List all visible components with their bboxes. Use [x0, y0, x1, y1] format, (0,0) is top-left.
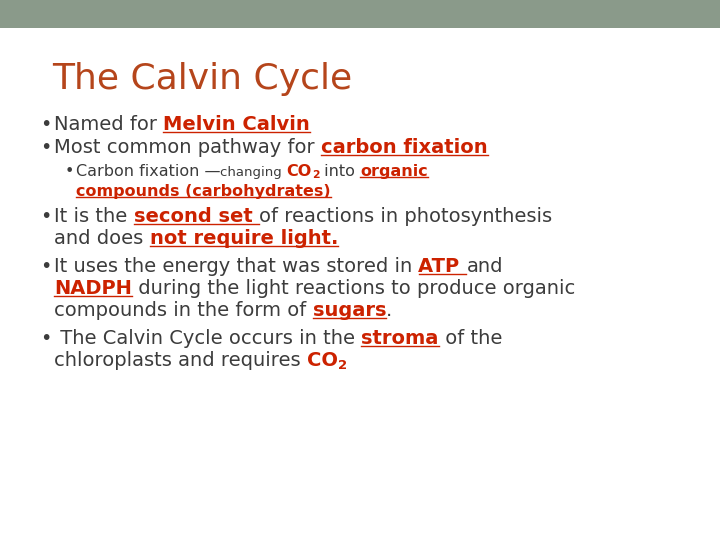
Text: compounds (carbohydrates): compounds (carbohydrates) — [76, 184, 330, 199]
Text: into: into — [320, 164, 361, 179]
Text: •: • — [40, 115, 51, 134]
Text: •: • — [40, 138, 51, 157]
Text: The Calvin Cycle: The Calvin Cycle — [52, 62, 352, 96]
Text: 2: 2 — [312, 170, 320, 180]
Text: .: . — [386, 301, 392, 320]
Text: during the light reactions to produce organic: during the light reactions to produce or… — [132, 279, 575, 298]
Text: not require light.: not require light. — [150, 229, 338, 248]
Text: chloroplasts and requires: chloroplasts and requires — [54, 351, 307, 370]
Text: changing: changing — [220, 166, 287, 179]
Text: organic: organic — [361, 164, 428, 179]
Text: Most common pathway for: Most common pathway for — [54, 138, 321, 157]
Text: •: • — [40, 207, 51, 226]
Text: and: and — [467, 257, 503, 276]
Text: carbon fixation: carbon fixation — [321, 138, 487, 157]
Text: sugars: sugars — [312, 301, 386, 320]
Text: CO: CO — [287, 164, 312, 179]
Text: second set: second set — [133, 207, 259, 226]
Text: •: • — [40, 329, 51, 348]
Text: The Calvin Cycle occurs in the: The Calvin Cycle occurs in the — [54, 329, 361, 348]
Text: •: • — [40, 257, 51, 276]
Text: stroma: stroma — [361, 329, 438, 348]
Text: ATP: ATP — [418, 257, 467, 276]
Text: of reactions in photosynthesis: of reactions in photosynthesis — [259, 207, 552, 226]
Text: 2: 2 — [338, 359, 347, 372]
Text: Carbon fixation —: Carbon fixation — — [76, 164, 220, 179]
Text: compounds in the form of: compounds in the form of — [54, 301, 312, 320]
Text: and does: and does — [54, 229, 150, 248]
Text: It uses the energy that was stored in: It uses the energy that was stored in — [54, 257, 418, 276]
Text: It is the: It is the — [54, 207, 133, 226]
Text: Melvin Calvin: Melvin Calvin — [163, 115, 310, 134]
Text: of the: of the — [438, 329, 502, 348]
Text: CO: CO — [307, 351, 338, 370]
Text: Named for: Named for — [54, 115, 163, 134]
Text: NADPH: NADPH — [54, 279, 132, 298]
Text: •: • — [65, 164, 74, 179]
